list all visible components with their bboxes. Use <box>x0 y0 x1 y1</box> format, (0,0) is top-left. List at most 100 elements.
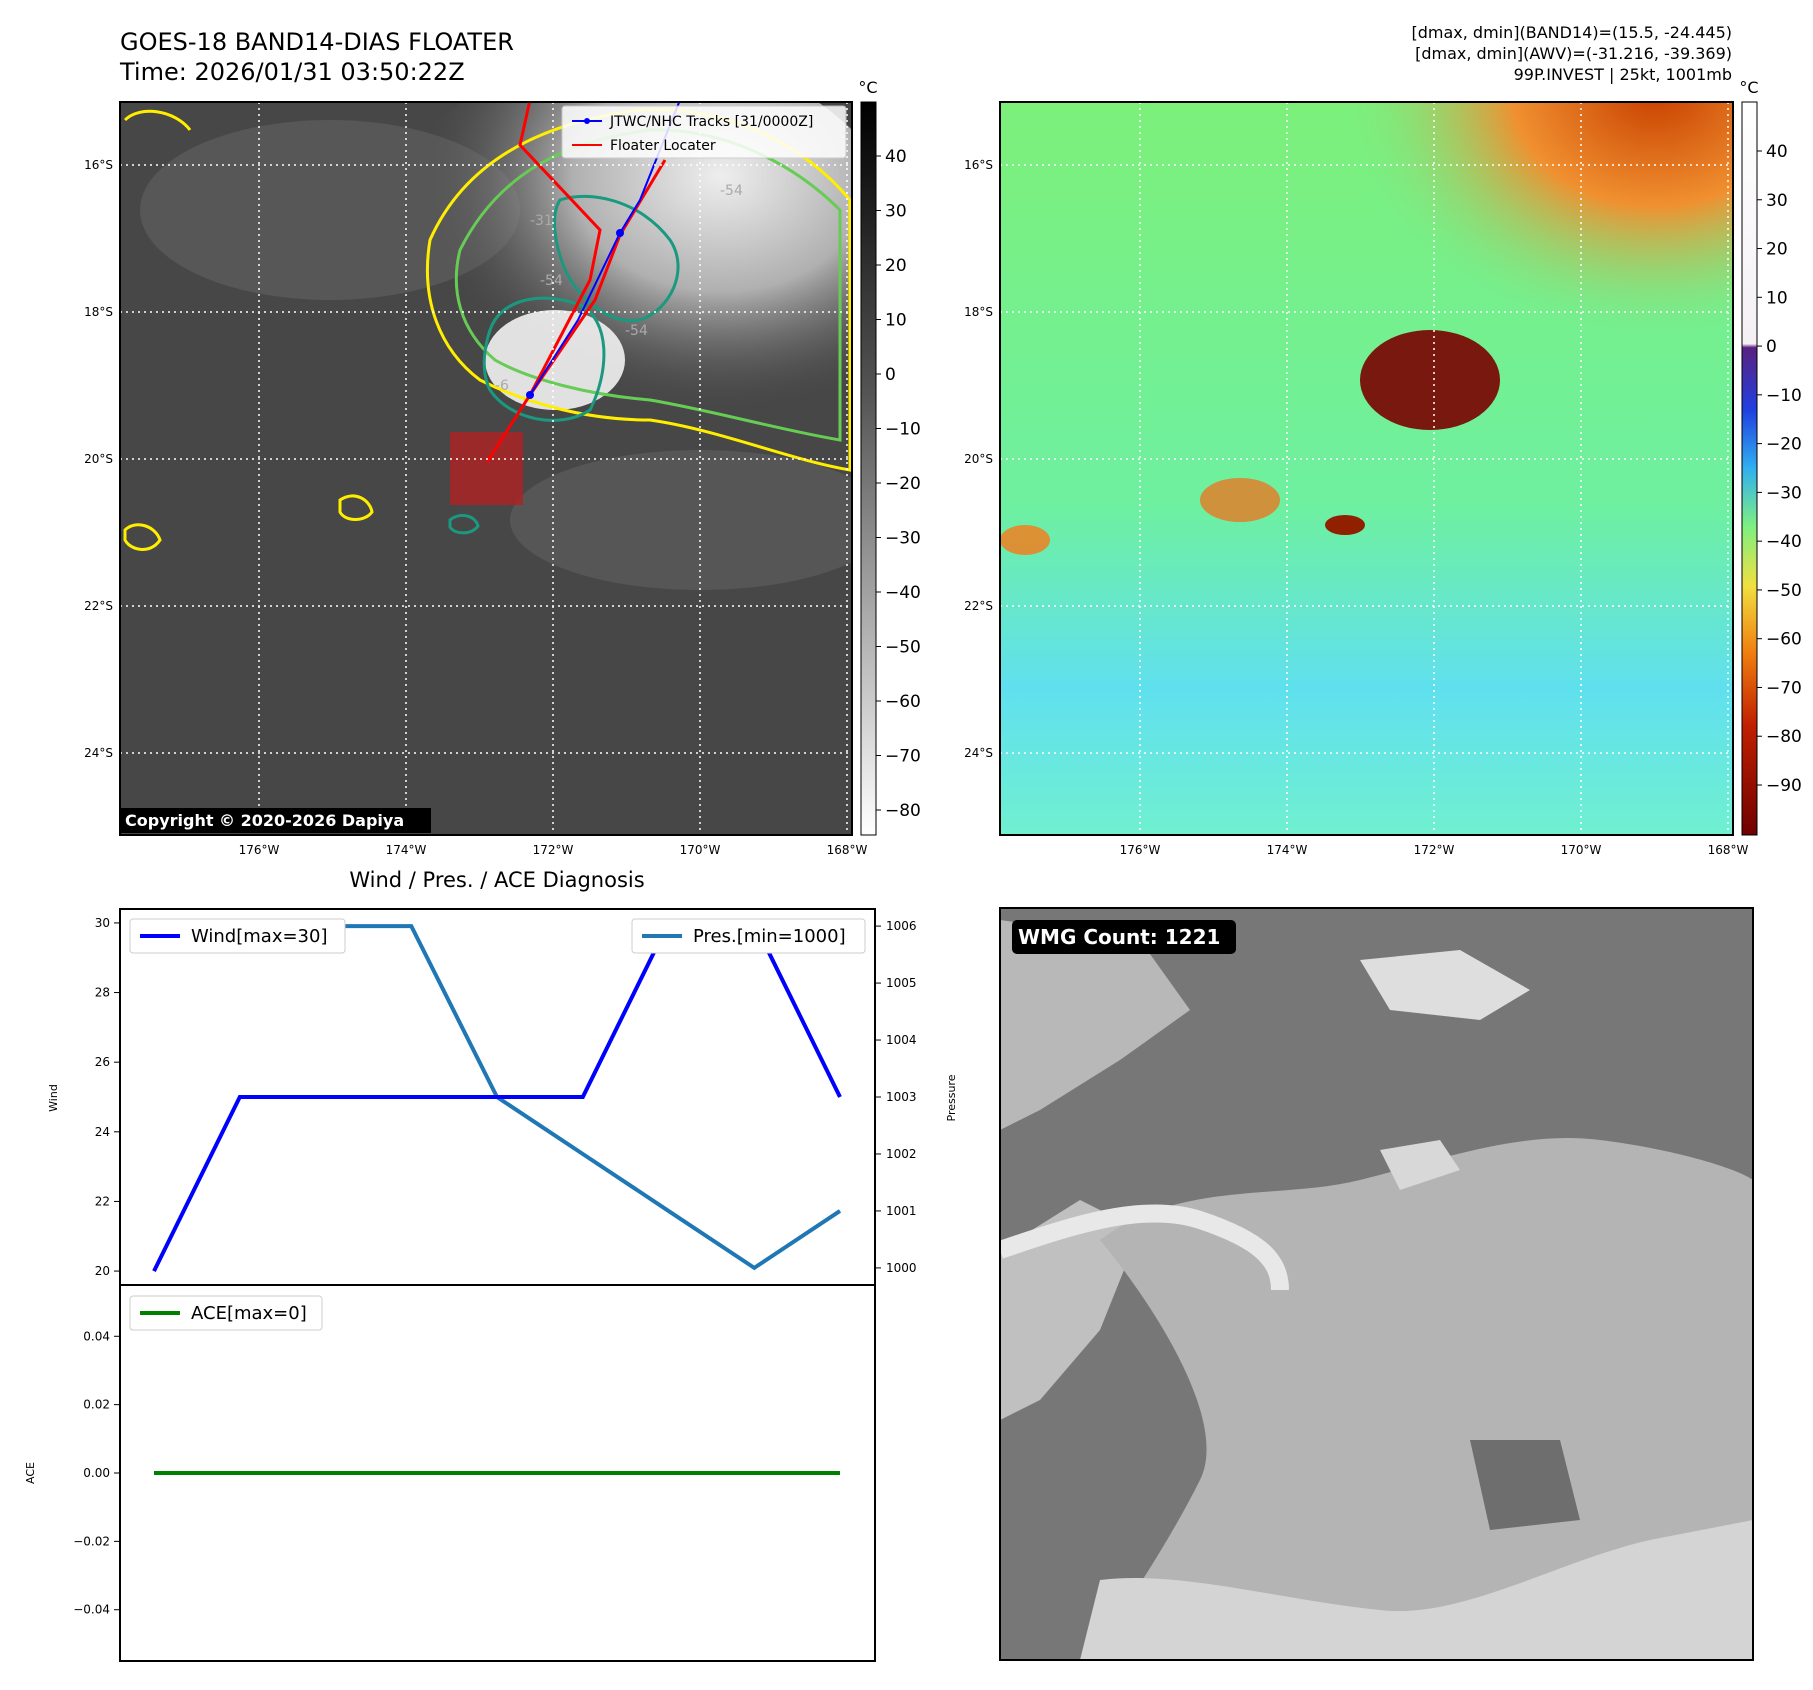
wind-legend: Wind[max=30] <box>129 918 346 954</box>
ace-legend-box <box>129 1295 323 1331</box>
ace-legend-label: ACE[max=0] <box>191 1303 307 1324</box>
wmg-bright-nw <box>1000 920 1190 1130</box>
colorbar-tick-label: −80 <box>885 801 921 821</box>
lat-label: 24°S <box>964 746 993 760</box>
colorbar-tick-label: 10 <box>885 311 907 331</box>
colorbar-tick-label: −60 <box>885 692 921 712</box>
ir-gray-lat-labels: 16°S 18°S 20°S 22°S 24°S <box>84 158 113 760</box>
pressure-ticks: 1006 1005 1004 1003 1002 1001 1000 <box>875 919 917 1275</box>
lon-label: 170°W <box>680 843 721 857</box>
y-tick-label: 1004 <box>886 1033 917 1047</box>
lat-label: 16°S <box>84 158 113 172</box>
wind-axis-label: Wind <box>47 1084 60 1112</box>
colorbar-tick-label: 30 <box>885 202 907 222</box>
lat-label: 24°S <box>84 746 113 760</box>
contour-label-5: -6 <box>495 378 509 394</box>
lon-label: 172°W <box>533 843 574 857</box>
colorbar-gray: °C 40 30 20 10 0 −10 −20 −30 −40 −50 −60 −70 −80 <box>858 78 921 836</box>
y-tick-label: 26 <box>95 1055 110 1069</box>
contour-label-3: -54 <box>625 323 648 339</box>
wmg-bright-west <box>1000 1200 1140 1420</box>
lat-label: 20°S <box>84 452 113 466</box>
colorbar-tick-label: −70 <box>1766 678 1802 698</box>
contour-label-1: -31 <box>530 213 553 229</box>
colorbar-tick-label: −50 <box>1766 581 1802 601</box>
y-tick-label: 22 <box>95 1194 110 1208</box>
y-tick-label: 30 <box>95 916 110 930</box>
lon-label: 174°W <box>1267 843 1308 857</box>
y-tick-label: 1005 <box>886 976 917 990</box>
ace-axis-label: ACE <box>24 1462 37 1484</box>
colorbar-color-bar <box>1741 101 1758 836</box>
colorbar-tick-label: 20 <box>1766 240 1788 260</box>
diagnosis-title: Wind / Pres. / ACE Diagnosis <box>349 868 644 892</box>
colorbar-tick-label: 0 <box>885 365 896 385</box>
colorbar-tick-label: −30 <box>1766 483 1802 503</box>
contour-island-west <box>338 494 374 521</box>
colorbar-tick-label: −40 <box>885 583 921 603</box>
lat-label: 18°S <box>964 305 993 319</box>
wmg-bright-south <box>1080 1520 1753 1660</box>
lat-label: 22°S <box>964 599 993 613</box>
legend-track-label: JTWC/NHC Tracks [31/0000Z] <box>609 114 813 130</box>
colorbar-gray-ticks: 40 30 20 10 0 −10 −20 −30 −40 −50 −60 −70 −80 <box>876 147 921 821</box>
y-tick-label: 1006 <box>886 919 917 933</box>
lat-label: 16°S <box>964 158 993 172</box>
floater-locator-track <box>518 102 602 396</box>
wmg-frame <box>999 907 1754 1661</box>
contour-nw <box>123 109 192 131</box>
wmg-count-label: WMG Count: 1221 <box>1018 925 1220 949</box>
contour-teal-north <box>553 194 680 323</box>
legend-box <box>561 105 847 159</box>
y-tick-label: 0.00 <box>83 1466 110 1480</box>
floater-locator-box <box>450 432 523 505</box>
lon-label: 172°W <box>1414 843 1455 857</box>
ir-gray-cloud-east <box>510 450 852 590</box>
ace-ticks: 0.04 0.02 0.00 −0.02 −0.04 <box>73 1329 120 1617</box>
pressure-legend-label: Pres.[min=1000] <box>693 926 846 947</box>
colorbar-tick-label: −50 <box>885 638 921 658</box>
colorbar-color-unit: °C <box>1739 78 1758 97</box>
ir-gray-frame <box>119 101 853 836</box>
lon-label: 168°W <box>827 843 868 857</box>
lon-label: 170°W <box>1561 843 1602 857</box>
wmg-dark-eye <box>1470 1440 1580 1530</box>
ir-color-cloud-core <box>1360 330 1500 430</box>
colorbar-tick-label: −30 <box>885 529 921 549</box>
colorbar-tick-label: 0 <box>1766 337 1777 357</box>
colorbar-gray-bar <box>860 101 877 836</box>
figure-title: GOES-18 BAND14-DIAS FLOATER <box>120 28 514 56</box>
y-tick-label: 20 <box>95 1264 110 1278</box>
contour-island-south <box>448 513 480 535</box>
pressure-axis-label: Pressure <box>945 1074 958 1121</box>
colorbar-tick-label: −20 <box>1766 435 1802 455</box>
figure-time: Time: 2026/01/31 03:50:22Z <box>119 58 465 86</box>
wind-ticks: 30 28 26 24 22 20 <box>95 916 120 1278</box>
colorbar-tick-label: 30 <box>1766 191 1788 211</box>
contour-teal-core <box>482 296 606 422</box>
wind-legend-box <box>129 918 346 954</box>
wmg-bright-band <box>1000 1204 1289 1291</box>
colorbar-color-ticks: 40 30 20 10 0 −10 −20 −30 −40 −50 −60 −70 −80 −90 <box>1757 142 1802 796</box>
ir-color-gridlines <box>1000 102 1733 835</box>
legend-track-marker <box>584 118 590 124</box>
wmg-bright-patch <box>1380 1140 1460 1190</box>
copyright-badge <box>121 808 431 833</box>
ir-color-panel: 176°W 174°W 172°W 170°W 168°W 16°S 18°S … <box>964 101 1749 857</box>
jtwc-track-point-1 <box>616 229 624 237</box>
y-tick-label: −0.02 <box>73 1534 110 1548</box>
y-tick-label: 24 <box>95 1125 110 1139</box>
lon-label: 168°W <box>1708 843 1749 857</box>
info-storm: 99P.INVEST | 25kt, 1001mb <box>1514 65 1732 84</box>
y-tick-label: 0.02 <box>83 1398 110 1412</box>
y-tick-label: 1002 <box>886 1147 917 1161</box>
y-tick-label: 1003 <box>886 1090 917 1104</box>
wmg-bright-north <box>1360 950 1530 1020</box>
jtwc-track-point-2 <box>526 391 534 399</box>
ir-color-island-west <box>1200 478 1280 522</box>
lat-label: 20°S <box>964 452 993 466</box>
ir-gray-legend: JTWC/NHC Tracks [31/0000Z] Floater Locat… <box>561 105 847 159</box>
ir-gray-panel: -31 -54 -54 -54 -6 JTWC/NHC Tracks [31/0… <box>84 101 868 857</box>
ir-gray-gridlines <box>120 102 852 835</box>
